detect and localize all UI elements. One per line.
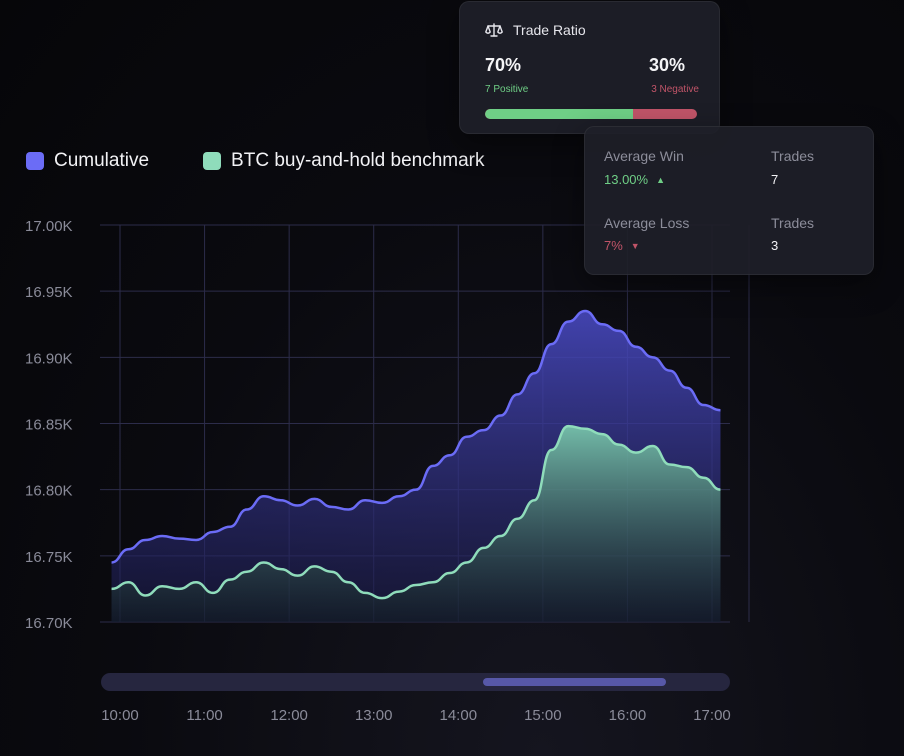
average-win-label: Average Win xyxy=(604,148,684,164)
trade-ratio-bar xyxy=(485,109,697,119)
average-win-amount: 13.00% xyxy=(604,172,649,187)
scale-icon xyxy=(485,23,503,37)
x-tick-label: 12:00 xyxy=(270,707,308,724)
legend-item-benchmark[interactable]: BTC buy-and-hold benchmark xyxy=(203,150,485,172)
average-loss-amount: 7% xyxy=(604,238,623,253)
x-tick-label: 15:00 xyxy=(524,707,562,724)
loss-trades-label: Trades xyxy=(771,215,815,231)
negative-percentage: 30% xyxy=(648,55,685,75)
x-tick-label: 11:00 xyxy=(186,707,222,724)
y-tick-label: 16.90K xyxy=(25,350,73,367)
x-tick-label: 16:00 xyxy=(609,707,647,724)
triangle-up-icon: ▲ xyxy=(656,174,666,185)
series-line-benchmark xyxy=(111,424,721,600)
x-tick-label: 10:00 xyxy=(101,707,139,724)
legend-label-cumulative: Cumulative xyxy=(54,150,150,171)
x-tick-label: 13:00 xyxy=(355,707,393,724)
negative-count: 3 Negative xyxy=(651,84,699,95)
x-tick-label: 17:00 xyxy=(693,707,731,724)
y-tick-label: 16.70K xyxy=(25,615,73,632)
chart-legend: Cumulative BTC buy-and-hold benchmark xyxy=(26,150,539,172)
win-trades-label: Trades xyxy=(771,148,815,164)
win-trades-value: 7 xyxy=(771,172,779,187)
series-area-benchmark xyxy=(111,426,721,622)
triangle-down-icon: ▼ xyxy=(630,240,640,251)
x-tick-label: 14:00 xyxy=(440,707,478,724)
trade-ratio-header: Trade Ratio xyxy=(485,22,586,38)
y-tick-label: 16.75K xyxy=(25,549,73,566)
legend-swatch-benchmark xyxy=(203,152,222,170)
trade-ratio-bar-positive xyxy=(485,109,634,119)
y-tick-label: 17.00K xyxy=(25,218,73,235)
range-scrollbar[interactable] xyxy=(101,673,730,691)
x-axis: 10:00 11:00 12:00 13:00 14:00 15:00 16:00 17:00 xyxy=(101,707,731,724)
scrollbar-track[interactable] xyxy=(101,673,730,691)
series-line-cumulative xyxy=(111,309,721,564)
scrollbar-thumb[interactable] xyxy=(483,678,666,686)
positive-count: 7 Positive xyxy=(485,84,529,95)
average-win-value: 13.00% ▲ xyxy=(604,172,665,187)
positive-percentage: 70% xyxy=(485,55,522,75)
series-benchmark xyxy=(111,424,721,622)
average-loss-value: 7% ▼ xyxy=(604,238,640,253)
trade-ratio-title: Trade Ratio xyxy=(513,22,586,38)
legend-swatch-cumulative xyxy=(26,152,44,170)
average-loss-label: Average Loss xyxy=(604,215,690,231)
legend-item-cumulative[interactable]: Cumulative xyxy=(26,150,149,172)
y-tick-label: 16.85K xyxy=(25,417,73,434)
y-tick-label: 16.80K xyxy=(25,483,73,500)
y-tick-label: 16.95K xyxy=(25,284,73,301)
legend-label-benchmark: BTC buy-and-hold benchmark xyxy=(231,150,485,171)
loss-trades-value: 3 xyxy=(771,238,779,253)
win-loss-stats-card: Average Win 13.00% ▲ Trades 7 Average Lo… xyxy=(584,126,874,275)
y-axis: 16.70K 16.75K 16.80K 16.85K 16.90K 16.95K 17.0… xyxy=(25,218,73,632)
trade-ratio-card: Trade Ratio 70% 7 Positive 30% 3 Negativ… xyxy=(459,1,720,134)
